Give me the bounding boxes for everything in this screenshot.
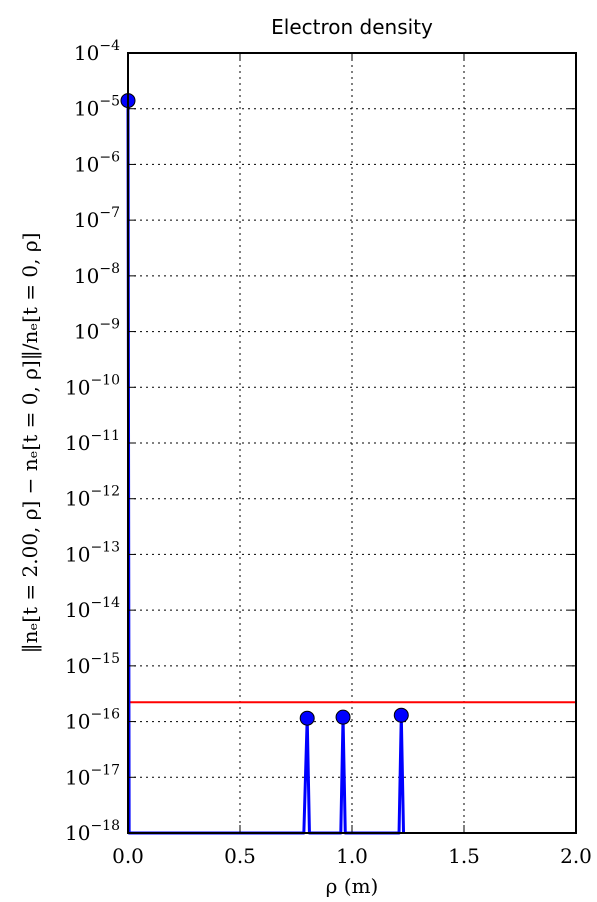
y-tick-base: 10 [65,431,90,455]
data-point [335,709,351,725]
x-tick-label: 2.0 [560,844,592,868]
grid [128,53,576,833]
x-tick-label: 1.0 [336,844,368,868]
y-tick-exponent: −17 [90,762,120,778]
y-tick-base: 10 [65,710,90,734]
y-tick-base: 10 [65,765,90,789]
y-tick-label: 10−10 [65,372,120,399]
y-tick-label: 10−14 [65,595,120,622]
x-tick-label: 1.5 [448,844,480,868]
x-tick-label: 0.5 [224,844,256,868]
y-tick-exponent: −11 [90,428,120,444]
y-tick-exponent: −4 [99,38,120,54]
y-tick-label: 10−11 [65,428,120,455]
y-tick-label: 10−7 [74,205,120,232]
y-tick-base: 10 [65,821,90,845]
y-tick-exponent: −6 [99,149,120,165]
data-point [299,710,315,726]
y-axis-label: ‖nₑ[t = 2.00, ρ] − nₑ[t = 0, ρ]‖/nₑ[t = … [18,233,43,654]
y-tick-label: 10−13 [65,539,120,566]
y-tick-base: 10 [74,208,99,232]
y-tick-label: 10−12 [65,484,120,511]
y-tick-exponent: −8 [99,261,120,277]
plot-area [120,93,576,835]
data-point [393,707,409,723]
y-tick-exponent: −9 [99,317,120,333]
y-tick-label: 10−18 [65,818,120,845]
y-tick-label: 10−6 [74,149,120,176]
y-tick-exponent: −10 [90,372,120,388]
y-tick-base: 10 [74,320,99,344]
y-tick-base: 10 [65,487,90,511]
y-tick-exponent: −5 [99,94,120,110]
x-axis-label: ρ (m) [326,874,379,898]
y-tick-base: 10 [65,542,90,566]
y-tick-base: 10 [65,598,90,622]
y-tick-exponent: −16 [90,707,120,723]
x-tick-label: 0.0 [112,844,144,868]
y-tick-exponent: −14 [90,595,120,611]
y-tick-exponent: −13 [90,539,120,555]
y-tick-exponent: −12 [90,484,120,500]
y-tick-base: 10 [65,375,90,399]
chart-title: Electron density [271,15,433,39]
y-tick-label: 10−8 [74,261,120,288]
y-tick-exponent: −7 [99,205,120,221]
y-tick-label: 10−4 [74,38,120,65]
y-tick-label: 10−17 [65,762,120,789]
y-tick-base: 10 [74,152,99,176]
y-tick-base: 10 [65,654,90,678]
y-tick-label: 10−9 [74,317,120,344]
y-tick-base: 10 [74,97,99,121]
y-ticks: 10−1810−1710−1610−1510−1410−1310−1210−11… [65,38,576,845]
x-ticks: 0.0 0.5 1.0 1.5 2.0 [112,53,592,868]
y-tick-label: 10−16 [65,707,120,734]
y-tick-base: 10 [74,264,99,288]
series-line [126,100,406,835]
y-tick-base: 10 [74,41,99,65]
y-tick-exponent: −15 [90,651,120,667]
y-tick-exponent: −18 [90,818,120,834]
y-tick-label: 10−15 [65,651,120,678]
y-tick-label: 10−5 [74,94,120,121]
